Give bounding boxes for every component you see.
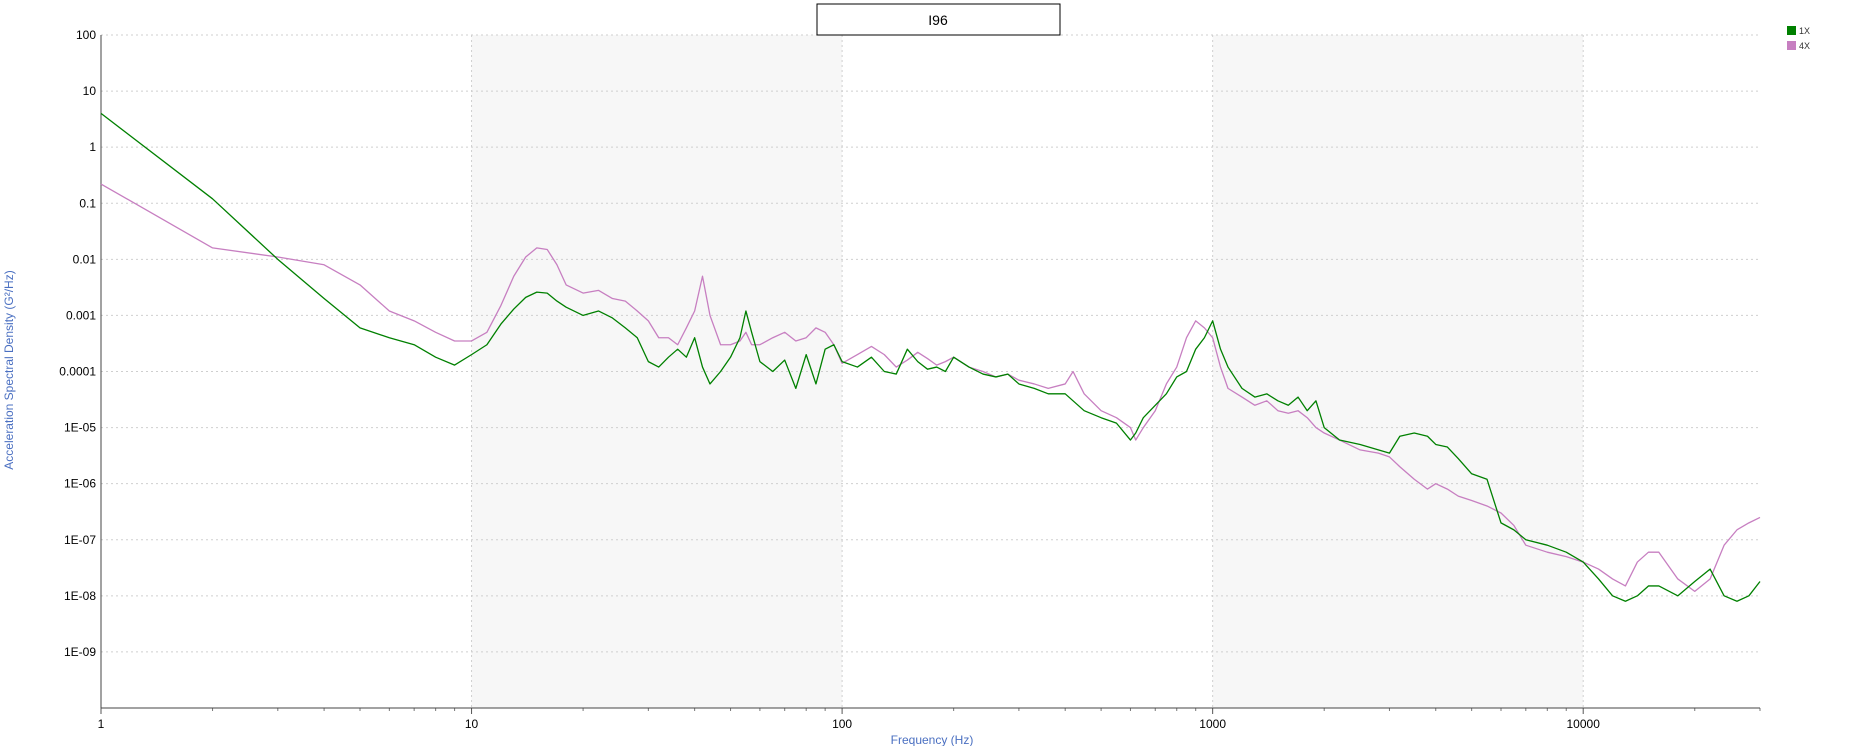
chart-title-box — [816, 3, 1061, 36]
x-tick-label: 100 — [832, 717, 852, 731]
y-tick-label: 0.1 — [79, 196, 96, 210]
x-tick-label: 1000 — [1199, 717, 1226, 731]
legend-label: 1X — [1799, 26, 1810, 36]
axis-labels: 1E-09 1E-08 1E-07 1E-06 1E-05 0.0001 0.001 0.01… — [59, 28, 1600, 731]
series-line-1x — [100, 112, 1761, 602]
y-tick-label: 1E-09 — [64, 645, 96, 659]
y-tick-label: 100 — [76, 28, 96, 42]
x-tick-label: 10 — [465, 717, 479, 731]
legend-swatch — [1787, 41, 1796, 50]
y-tick-label: 0.01 — [73, 252, 97, 266]
y-tick-label: 1 — [89, 140, 96, 154]
y-tick-label: 0.0001 — [59, 365, 96, 379]
legend-label: 4X — [1799, 41, 1810, 51]
series-line-4x — [100, 183, 1761, 593]
series-group — [100, 112, 1761, 602]
y-tick-label: 1E-08 — [64, 589, 96, 603]
y-tick-label: 1E-07 — [64, 533, 96, 547]
chart-title: I96 — [928, 12, 948, 28]
y-tick-label: 0.001 — [66, 308, 96, 322]
y-tick-label: 1E-06 — [64, 477, 96, 491]
legend-swatch — [1787, 26, 1796, 35]
y-tick-label: 1E-05 — [64, 421, 96, 435]
x-tick-label: 10000 — [1567, 717, 1601, 731]
axes — [100, 35, 1761, 714]
y-tick-label: 10 — [83, 84, 97, 98]
x-axis-title: Frequency (Hz) — [891, 733, 974, 746]
x-tick-label: 1 — [98, 717, 105, 731]
legend: 1X 4X — [1787, 26, 1810, 51]
y-axis-title: Acceleration Spectral Density (G²/Hz) — [2, 270, 16, 469]
